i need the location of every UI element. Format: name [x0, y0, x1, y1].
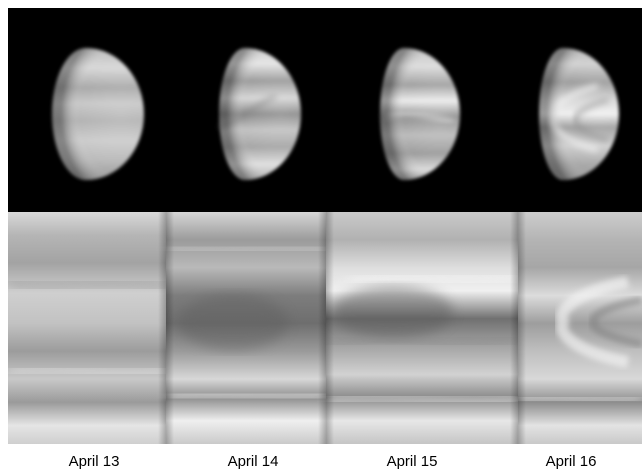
- planet-disk-april-14: [219, 48, 301, 180]
- planet-disk-april-15: [380, 48, 460, 180]
- planet-disk-april-13: [52, 48, 144, 180]
- cloud-strip-april-15: [326, 212, 519, 444]
- planet-disk-april-16: [539, 48, 619, 180]
- caption-april-15: April 15: [386, 453, 438, 470]
- cloud-strip-april-16: [517, 212, 642, 444]
- planet-disk-svg: [52, 48, 619, 180]
- planet-disk-panel: [8, 8, 642, 212]
- caption-april-13: April 13: [68, 453, 120, 470]
- date-caption-row: April 13 April 14 April 15 April 16: [8, 452, 642, 472]
- cloud-mosaic-svg: [8, 212, 642, 444]
- cloud-strip-april-14: [166, 212, 328, 444]
- cloud-strip-april-13: [8, 212, 167, 444]
- caption-april-16: April 16: [545, 453, 597, 470]
- cloud-mosaic-panel: [8, 212, 642, 444]
- caption-april-14: April 14: [227, 453, 279, 470]
